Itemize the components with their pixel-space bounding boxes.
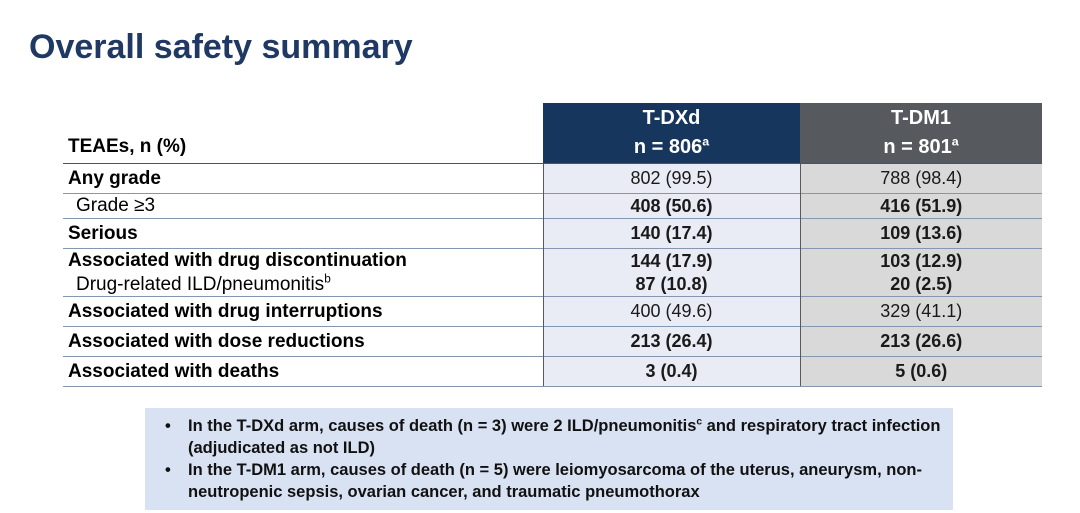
row-label: Associated with drug interruptions <box>63 296 543 327</box>
table-row-drug-related-ild: Drug-related ILD/pneumonitisb 87 (10.8) … <box>63 272 1042 297</box>
callout-bullet-tdxd: • In the T-DXd arm, causes of death (n =… <box>165 415 941 459</box>
table-row-drug-interruptions: Associated with drug interruptions 400 (… <box>63 296 1042 327</box>
tdm1-value: 109 (13.6) <box>799 218 1042 249</box>
footnote-marker-c: c <box>696 416 703 428</box>
tdm1-value: 788 (98.4) <box>799 163 1042 194</box>
tdxd-name: T-DXd <box>642 107 701 129</box>
tdm1-value: 5 (0.6) <box>799 356 1042 387</box>
row-label: Associated with dose reductions <box>63 326 543 357</box>
row-label: Any grade <box>68 167 161 189</box>
column-header-tdm1: T-DM1 n = 801a <box>800 103 1042 164</box>
table-row-deaths: Associated with deaths 3 (0.4) 5 (0.6) <box>63 356 1042 387</box>
callout-bullet-tdm1: • In the T-DM1 arm, causes of death (n =… <box>165 459 941 503</box>
tdm1-value: 329 (41.1) <box>799 296 1042 327</box>
bullet-icon: • <box>165 461 171 479</box>
tdxd-value: 213 (26.4) <box>542 326 800 357</box>
tdm1-value: 213 (26.6) <box>799 326 1042 357</box>
safety-summary-table: TEAEs, n (%) T-DXd n = 806a T-DM1 n = 80… <box>63 103 1042 387</box>
footnote-marker-a: a <box>951 134 959 149</box>
tdm1-value: 103 (12.9) <box>799 248 1042 274</box>
tdxd-value: 408 (50.6) <box>542 193 800 219</box>
table-row-grade-ge3: Grade ≥3 408 (50.6) 416 (51.9) <box>63 193 1042 219</box>
footnote-marker-a: a <box>702 134 710 149</box>
row-label: Associated with deaths <box>63 356 543 387</box>
deaths-callout-box: • In the T-DXd arm, causes of death (n =… <box>145 408 953 510</box>
footnote-marker-b: b <box>324 272 331 286</box>
row-label: Drug-related ILD/pneumonitisb <box>76 272 331 295</box>
bullet-icon: • <box>165 417 171 435</box>
row-label: Serious <box>63 218 543 249</box>
row-header-label: TEAEs, n (%) <box>63 103 543 164</box>
tdm1-value: 20 (2.5) <box>799 273 1042 297</box>
table-row-any-grade: Any grade 802 (99.5) 788 (98.4) <box>63 163 1042 194</box>
tdxd-value: 802 (99.5) <box>542 163 800 194</box>
page-title: Overall safety summary <box>29 28 413 66</box>
tdxd-value: 87 (10.8) <box>542 273 800 297</box>
table-row-serious: Serious 140 (17.4) 109 (13.6) <box>63 218 1042 249</box>
callout-bullet-text: In the T-DM1 arm, causes of death (n = 5… <box>188 461 922 501</box>
tdm1-name: T-DM1 <box>891 107 951 129</box>
table-header-row: TEAEs, n (%) T-DXd n = 806a T-DM1 n = 80… <box>63 103 1042 164</box>
tdm1-n: n = 801 <box>883 136 952 158</box>
tdxd-value: 3 (0.4) <box>542 356 800 387</box>
tdxd-n: n = 806 <box>633 136 703 158</box>
row-label: Grade ≥3 <box>63 193 543 219</box>
callout-bullet-text: In the T-DXd arm, causes of death (n = 3… <box>188 416 941 457</box>
column-header-tdxd: T-DXd n = 806a <box>543 103 800 164</box>
tdxd-value: 400 (49.6) <box>542 296 800 327</box>
tdxd-value: 140 (17.4) <box>542 218 800 249</box>
table-row-drug-discontinuation: Associated with drug discontinuation 144… <box>63 248 1042 274</box>
table-row-dose-reductions: Associated with dose reductions 213 (26.… <box>63 326 1042 357</box>
tdxd-value: 144 (17.9) <box>542 248 800 274</box>
row-label: Associated with drug discontinuation <box>63 248 543 274</box>
tdm1-value: 416 (51.9) <box>799 193 1042 219</box>
